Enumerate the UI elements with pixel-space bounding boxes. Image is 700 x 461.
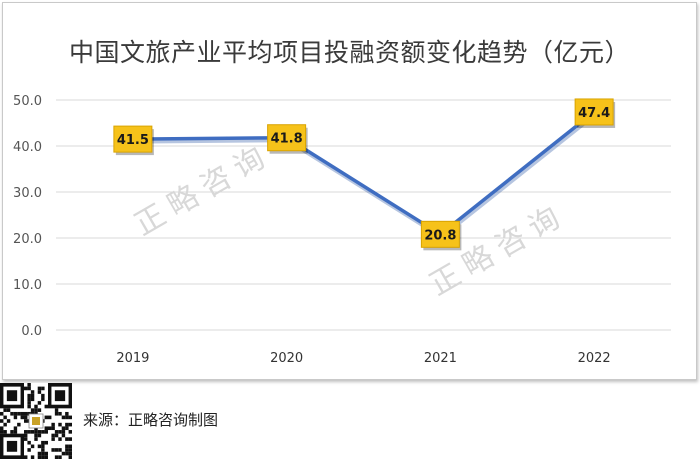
data-label-text: 41.8 <box>271 132 303 147</box>
data-labels: 41.5 41.8 20.8 47.4 <box>113 98 616 251</box>
y-tick-label: 50.0 <box>13 94 42 109</box>
data-label-text: 20.8 <box>424 228 456 243</box>
x-category-label: 2022 <box>578 351 611 366</box>
data-label: 41.8 <box>267 124 308 154</box>
source-note: 来源：正略咨询制图 <box>83 411 219 429</box>
x-axis-categories: 2019 2020 2021 2022 <box>116 351 610 366</box>
y-axis-ticks: 0.0 10.0 20.0 30.0 40.0 50.0 <box>13 94 42 339</box>
y-tick-label: 40.0 <box>13 140 42 155</box>
series-line <box>132 110 596 237</box>
y-tick-label: 0.0 <box>21 324 42 339</box>
qr-code-icon <box>0 383 72 459</box>
x-category-label: 2021 <box>424 351 457 366</box>
series-layer <box>132 110 597 239</box>
chart-frame: 中国文旅产业平均项目投融资额变化趋势（亿元） 正略咨询 正略咨询 0.0 10.0 2… <box>2 2 697 380</box>
chart-title: 中国文旅产业平均项目投融资额变化趋势（亿元） <box>68 38 630 67</box>
grid-layer <box>56 99 671 331</box>
y-tick-label: 20.0 <box>13 232 42 247</box>
y-tick-label: 10.0 <box>13 278 42 293</box>
data-label-text: 47.4 <box>578 106 610 121</box>
x-category-label: 2019 <box>116 351 149 366</box>
data-label-text: 41.5 <box>117 133 149 148</box>
data-label: 41.5 <box>113 125 154 156</box>
data-label-box <box>113 125 153 153</box>
data-label-box <box>267 124 307 152</box>
data-label-box <box>574 98 614 126</box>
x-category-label: 2020 <box>270 351 303 366</box>
data-label: 47.4 <box>574 98 616 128</box>
data-label: 20.8 <box>420 220 462 251</box>
y-tick-label: 30.0 <box>13 186 42 201</box>
data-label-box <box>420 220 460 248</box>
